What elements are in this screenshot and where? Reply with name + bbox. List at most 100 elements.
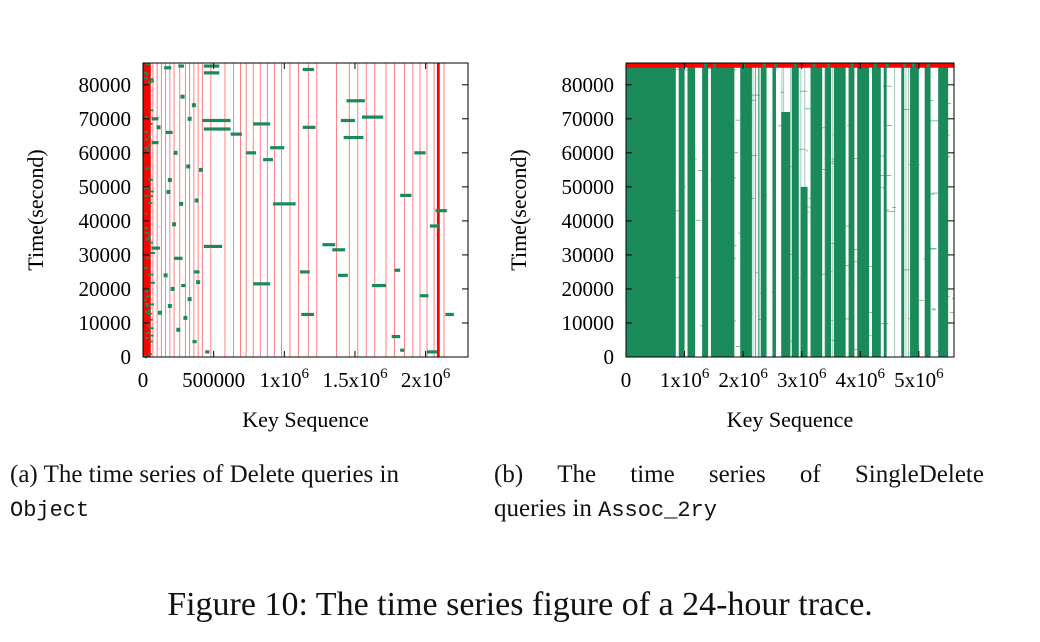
data-point: [146, 256, 149, 259]
data-point: [145, 73, 149, 76]
data-point: [187, 297, 192, 302]
data-point: [172, 222, 177, 227]
data-point: [145, 305, 149, 308]
data-segment: [181, 283, 186, 288]
data-segment: [400, 348, 405, 352]
data-point: [150, 251, 156, 254]
y-tick-label: 80000: [79, 73, 132, 97]
data-point: [186, 164, 191, 169]
data-segment: [394, 268, 401, 272]
data-segment: [203, 71, 220, 75]
data-block: [924, 63, 931, 357]
data-block: [883, 63, 887, 357]
data-point: [150, 109, 154, 112]
caption-b-label: (b): [494, 461, 524, 488]
data-segment: [203, 127, 231, 131]
y-tick-label: 40000: [562, 209, 615, 233]
y-tick-label: 70000: [79, 107, 132, 131]
data-block: [825, 63, 831, 357]
data-block: [938, 63, 949, 357]
data-segment: [371, 283, 387, 288]
caption-b-mono: Assoc_2ry: [598, 498, 717, 523]
data-point: [187, 116, 192, 121]
data-point: [150, 78, 154, 81]
data-segment: [253, 122, 271, 126]
data-point: [194, 198, 199, 203]
data-point: [144, 116, 148, 119]
data-segment: [202, 118, 231, 123]
data-point: [143, 186, 149, 189]
data-segment: [205, 350, 210, 354]
y-tick-label: 10000: [79, 311, 132, 335]
data-segment: [302, 125, 316, 129]
data-segment: [301, 312, 314, 317]
data-segment: [299, 270, 310, 274]
data-segment: [230, 132, 242, 136]
y-tick-label: 30000: [79, 243, 132, 267]
data-point: [144, 302, 149, 305]
data-block: [812, 63, 816, 68]
plot-frame: [625, 62, 955, 358]
data-segment: [165, 130, 173, 135]
data-point: [149, 190, 154, 193]
x-tick-label: 1.5x106: [322, 366, 388, 392]
data-block: [712, 63, 716, 68]
x-tick-label: 2x106: [718, 366, 768, 392]
data-point: [144, 289, 147, 292]
data-block: [791, 63, 799, 357]
data-point: [145, 295, 151, 298]
x-tick-label: 1x106: [260, 366, 310, 392]
data-segment: [322, 243, 336, 247]
caption-b-word: of: [799, 461, 821, 488]
data-block: [762, 63, 766, 68]
y-tick-label: 20000: [562, 277, 615, 301]
data-segment: [151, 141, 159, 145]
data-point: [166, 189, 171, 194]
x-tick-label: 3x106: [777, 366, 827, 392]
data-segment: [174, 256, 183, 260]
data-point: [147, 202, 153, 205]
data-segment: [164, 66, 172, 70]
data-point: [157, 310, 162, 315]
caption-a-text: The time series of Delete queries in: [43, 461, 399, 488]
data-block: [793, 63, 797, 68]
data-point: [147, 236, 151, 239]
data-point: [146, 332, 150, 335]
data-block: [901, 63, 905, 357]
data-segment: [362, 115, 384, 119]
data-point: [149, 241, 153, 244]
data-point: [146, 231, 150, 234]
data-point: [191, 103, 196, 108]
data-segment: [445, 312, 454, 317]
y-tick-label: 20000: [79, 277, 132, 301]
data-point: [143, 354, 147, 357]
x-tick-label: 5x106: [894, 366, 944, 392]
y-tick-label: 0: [121, 345, 132, 369]
data-block: [772, 63, 776, 357]
data-block: [687, 63, 696, 357]
data-block: [885, 63, 889, 68]
data-point: [145, 167, 150, 170]
data-point: [143, 71, 148, 74]
caption-b-text: queries in: [494, 495, 592, 522]
data-segment: [263, 158, 273, 162]
data-point: [173, 150, 178, 155]
data-segment: [414, 151, 426, 155]
data-segment: [419, 294, 429, 298]
data-point: [149, 334, 154, 337]
y-tick-label: 50000: [562, 175, 615, 199]
chart-b-singledelete-assoc: 0 10000 20000 30000 40000 50000 60000 70000 8000…: [506, 62, 955, 432]
y-axis-label: Time(second): [506, 149, 531, 270]
data-point: [146, 324, 150, 327]
x-tick-label: 2x106: [401, 366, 451, 392]
data-point: [147, 81, 152, 84]
data-point: [198, 167, 203, 172]
data-segment: [178, 64, 184, 68]
data-point: [148, 135, 151, 138]
data-block: [903, 63, 907, 68]
data-point: [167, 178, 172, 183]
data-block: [850, 63, 854, 68]
data-point: [150, 281, 155, 284]
data-segment: [435, 209, 447, 213]
